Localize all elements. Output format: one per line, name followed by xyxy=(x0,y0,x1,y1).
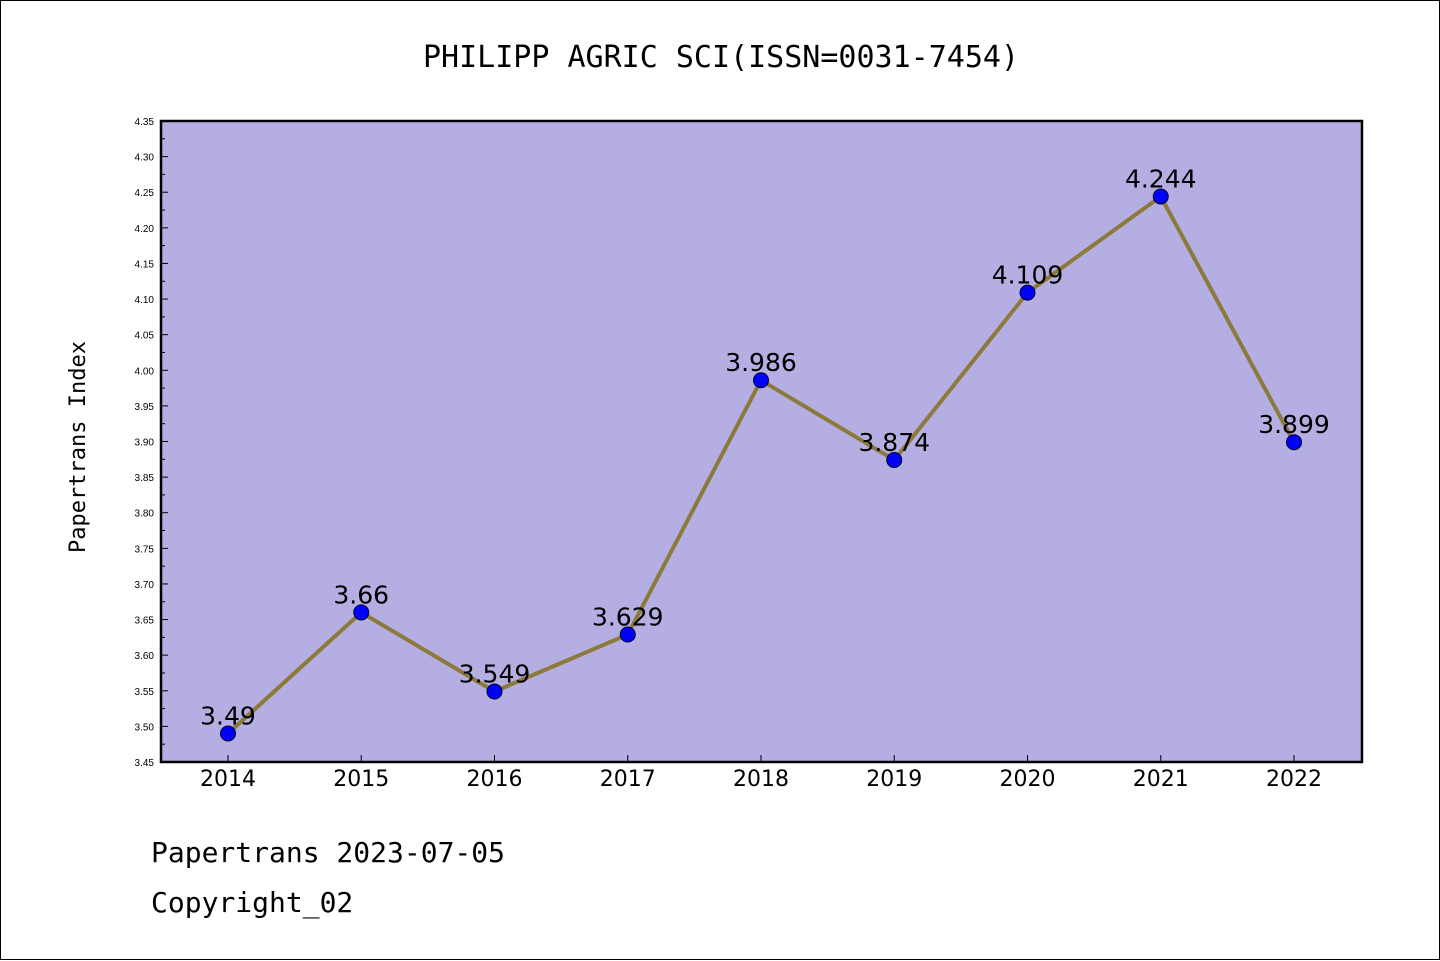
chart-title: PHILIPP AGRIC SCI(ISSN=0031-7454) xyxy=(423,40,1019,75)
y-tick-label: 3.70 xyxy=(135,580,155,591)
y-tick-label: 3.50 xyxy=(135,722,155,733)
data-point-marker xyxy=(619,626,636,643)
data-point-marker xyxy=(1286,434,1302,451)
markers-group xyxy=(220,188,1302,742)
data-point-marker xyxy=(1019,284,1036,301)
x-tick-label: 2017 xyxy=(600,767,656,792)
data-label: 4.109 xyxy=(992,261,1064,290)
x-tick-label: 2021 xyxy=(1133,767,1189,792)
data-labels-group: 3.49 3.66 3.549 3.629 3.986 3.874 4.109 4.244 3.… xyxy=(200,164,1330,730)
y-tick-label: 3.60 xyxy=(135,651,155,662)
y-tick-label: 3.90 xyxy=(135,438,155,449)
data-label: 3.629 xyxy=(592,603,664,632)
data-point-marker xyxy=(886,452,903,469)
x-tick-label: 2015 xyxy=(333,767,389,792)
data-label: 3.874 xyxy=(858,428,930,457)
data-point-marker xyxy=(1152,188,1169,205)
y-axis-label: Papertrans Index xyxy=(66,341,91,553)
footer-copyright: Copyright_02 xyxy=(151,886,354,919)
y-tick-label: 4.25 xyxy=(135,188,155,199)
x-tick-label: 2016 xyxy=(467,767,523,792)
y-tick-label: 4.05 xyxy=(135,331,155,342)
data-label: 3.66 xyxy=(333,580,389,609)
data-point-marker xyxy=(486,683,503,700)
plot-area xyxy=(159,119,1364,764)
y-tick-label: 4.20 xyxy=(135,224,155,235)
data-label: 3.49 xyxy=(200,702,256,731)
y-tick-label: 3.65 xyxy=(135,616,155,627)
x-tick-label: 2019 xyxy=(866,767,922,792)
x-tick-label: 2018 xyxy=(733,767,789,792)
x-tick-label: 2014 xyxy=(200,767,256,792)
data-point-marker xyxy=(353,604,370,621)
data-label: 3.986 xyxy=(725,348,797,377)
data-point-marker xyxy=(753,372,769,389)
x-axis-ticks: 2014 2015 2016 2017 2018 2019 2020 2021 2022 xyxy=(200,755,1322,792)
data-label: 3.899 xyxy=(1258,410,1330,439)
y-tick-label: 3.85 xyxy=(135,473,155,484)
y-tick-label: 4.10 xyxy=(135,295,155,306)
y-tick-label: 4.00 xyxy=(135,366,155,377)
data-label: 3.549 xyxy=(459,659,531,688)
y-tick-label: 3.80 xyxy=(135,509,155,520)
y-tick-label: 4.30 xyxy=(135,153,155,164)
footer-date: Papertrans 2023-07-05 xyxy=(151,836,506,869)
x-tick-label: 2022 xyxy=(1266,767,1322,792)
y-tick-label: 3.75 xyxy=(135,544,155,555)
data-label: 4.244 xyxy=(1125,164,1197,193)
x-tick-label: 2020 xyxy=(1000,767,1056,792)
y-tick-label: 3.55 xyxy=(135,687,155,698)
y-tick-label: 4.15 xyxy=(135,259,155,270)
y-axis-ticks: 3.45 3.50 3.55 3.60 3.65 3.70 3.75 3.80 3.85 3.90… xyxy=(135,117,168,769)
y-tick-label: 3.45 xyxy=(135,758,155,769)
y-tick-label: 3.95 xyxy=(135,402,155,413)
data-point-marker xyxy=(220,725,236,742)
y-tick-label: 4.35 xyxy=(135,117,155,128)
